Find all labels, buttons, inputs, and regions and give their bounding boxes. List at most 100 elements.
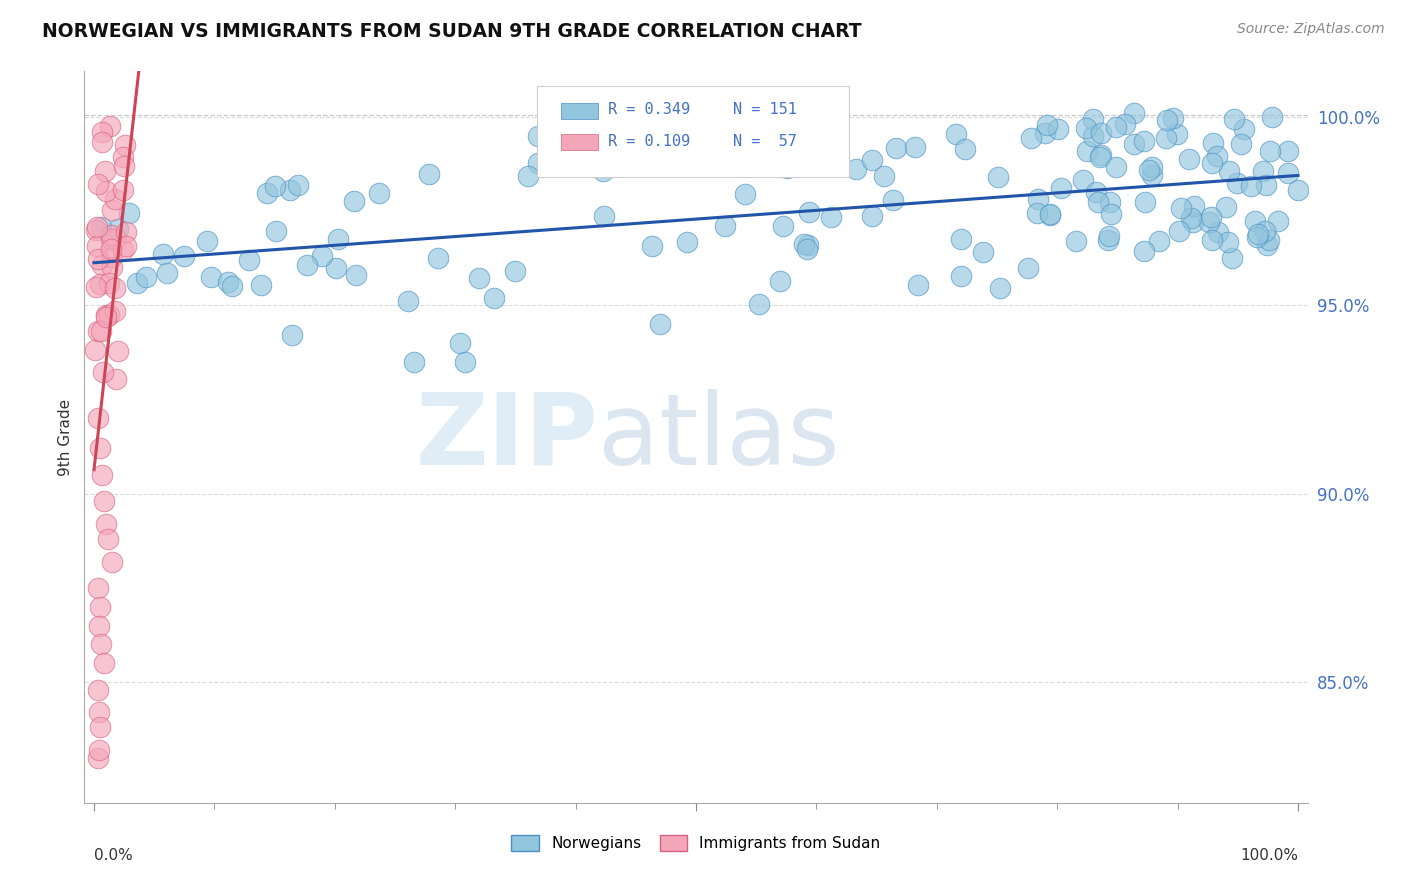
Point bbox=[104, 372, 127, 386]
Point bbox=[862, 210, 884, 224]
Point bbox=[311, 249, 333, 263]
Point bbox=[1253, 224, 1275, 238]
Point bbox=[278, 183, 301, 197]
Point bbox=[90, 125, 112, 139]
Point bbox=[860, 153, 883, 167]
Point bbox=[972, 245, 994, 260]
Point bbox=[1017, 261, 1039, 276]
Point bbox=[775, 161, 797, 176]
Point bbox=[1258, 233, 1281, 247]
Point bbox=[1081, 128, 1104, 143]
Point bbox=[1076, 120, 1098, 135]
Point bbox=[343, 194, 366, 208]
Point bbox=[1147, 234, 1170, 248]
Point bbox=[93, 164, 115, 178]
Point bbox=[426, 251, 449, 265]
Point bbox=[100, 232, 122, 246]
Point bbox=[1132, 244, 1154, 258]
Point bbox=[96, 184, 118, 198]
Point bbox=[111, 150, 134, 164]
Point bbox=[89, 442, 111, 456]
Point bbox=[1244, 214, 1267, 228]
Point bbox=[454, 354, 477, 368]
Point bbox=[592, 210, 614, 224]
Point bbox=[676, 235, 699, 249]
Point bbox=[953, 142, 976, 156]
Point bbox=[90, 259, 112, 273]
Point bbox=[86, 750, 108, 764]
Point bbox=[115, 226, 138, 240]
Point bbox=[287, 178, 309, 193]
Point bbox=[1198, 215, 1220, 229]
Legend: Norwegians, Immigrants from Sudan: Norwegians, Immigrants from Sudan bbox=[505, 830, 887, 857]
Point bbox=[86, 239, 108, 253]
Point bbox=[91, 135, 114, 149]
Point bbox=[94, 516, 117, 531]
Point bbox=[84, 279, 107, 293]
Text: ZIP: ZIP bbox=[415, 389, 598, 485]
FancyBboxPatch shape bbox=[561, 134, 598, 150]
Point bbox=[96, 308, 118, 322]
Point bbox=[1182, 198, 1205, 212]
Point bbox=[101, 260, 124, 275]
Point bbox=[1036, 118, 1059, 132]
Point bbox=[1168, 224, 1191, 238]
Point bbox=[87, 706, 110, 720]
Point bbox=[793, 237, 815, 252]
Point bbox=[86, 178, 108, 192]
Point bbox=[1097, 233, 1119, 247]
Point bbox=[1216, 235, 1239, 250]
Point bbox=[1261, 110, 1284, 124]
Point bbox=[1258, 144, 1281, 158]
Point bbox=[86, 682, 108, 697]
Point bbox=[93, 494, 115, 508]
Point bbox=[1090, 126, 1112, 140]
Point bbox=[90, 324, 112, 338]
Point bbox=[103, 192, 125, 206]
Point bbox=[1223, 112, 1246, 126]
Point bbox=[748, 297, 770, 311]
Point bbox=[1277, 144, 1299, 158]
Point bbox=[1230, 137, 1253, 152]
Point bbox=[368, 186, 391, 200]
Point bbox=[1180, 211, 1202, 225]
Point bbox=[1090, 147, 1112, 161]
Point bbox=[768, 274, 790, 288]
Point bbox=[1277, 166, 1299, 180]
Point bbox=[1178, 153, 1201, 167]
Point bbox=[468, 270, 491, 285]
Point bbox=[107, 343, 129, 358]
Point bbox=[112, 160, 135, 174]
Point bbox=[682, 138, 704, 153]
Point bbox=[1222, 251, 1244, 265]
Point bbox=[1050, 181, 1073, 195]
Point bbox=[1201, 233, 1223, 247]
Point bbox=[503, 264, 526, 278]
Point bbox=[238, 253, 260, 268]
Point bbox=[98, 308, 121, 322]
Point bbox=[104, 304, 127, 318]
Point bbox=[1201, 156, 1223, 170]
Point bbox=[1133, 194, 1156, 209]
Point bbox=[1246, 229, 1268, 244]
Text: 100.0%: 100.0% bbox=[1240, 848, 1298, 863]
Point bbox=[112, 244, 135, 258]
Point bbox=[907, 278, 929, 293]
Point bbox=[89, 720, 111, 734]
Point bbox=[1170, 201, 1192, 215]
Point bbox=[115, 238, 138, 252]
Point bbox=[418, 167, 440, 181]
Point bbox=[86, 411, 108, 425]
Point bbox=[1161, 111, 1184, 125]
Text: Source: ZipAtlas.com: Source: ZipAtlas.com bbox=[1237, 22, 1385, 37]
Point bbox=[105, 232, 128, 246]
Point bbox=[91, 365, 114, 379]
Point bbox=[543, 145, 565, 160]
Point bbox=[280, 328, 302, 343]
Point bbox=[882, 193, 904, 207]
Point bbox=[173, 249, 195, 263]
Point bbox=[1133, 134, 1156, 148]
Point bbox=[90, 637, 112, 651]
Point bbox=[86, 223, 108, 237]
Text: R = 0.109: R = 0.109 bbox=[607, 134, 690, 149]
